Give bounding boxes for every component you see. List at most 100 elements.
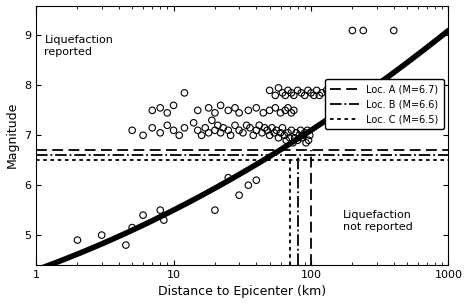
- Point: [253, 178, 260, 183]
- Point: [225, 108, 232, 113]
- Point: [219, 125, 227, 130]
- Point: [318, 91, 326, 95]
- Point: [74, 238, 81, 243]
- Point: [306, 133, 314, 138]
- Point: [148, 108, 156, 113]
- Point: [301, 93, 308, 98]
- Point: [98, 233, 105, 237]
- Point: [349, 91, 356, 95]
- Point: [298, 91, 305, 95]
- Point: [211, 128, 219, 133]
- Point: [305, 138, 312, 143]
- Point: [231, 123, 239, 128]
- Point: [245, 183, 252, 188]
- Point: [373, 88, 380, 93]
- Point: [315, 93, 323, 98]
- Point: [163, 110, 171, 115]
- Point: [424, 83, 431, 88]
- Point: [170, 103, 177, 108]
- Y-axis label: Magnitude: Magnitude: [6, 102, 19, 168]
- Point: [289, 140, 297, 145]
- Point: [181, 91, 188, 95]
- Point: [256, 123, 263, 128]
- Point: [282, 93, 289, 98]
- Point: [275, 135, 282, 140]
- Point: [390, 28, 397, 33]
- Point: [249, 133, 257, 138]
- Point: [271, 105, 279, 110]
- Text: Liquefaction
reported: Liquefaction reported: [44, 36, 113, 57]
- Point: [290, 108, 298, 113]
- Point: [245, 108, 252, 113]
- Point: [253, 128, 260, 133]
- Point: [291, 135, 299, 140]
- Point: [156, 105, 164, 110]
- Point: [217, 103, 224, 108]
- Point: [163, 123, 171, 128]
- Point: [260, 110, 267, 115]
- Point: [266, 133, 273, 138]
- Legend: Loc. A (M=6.7), Loc. B (M=6.6), Loc. C (M=6.5): Loc. A (M=6.7), Loc. B (M=6.6), Loc. C (…: [325, 79, 444, 129]
- Point: [282, 108, 289, 113]
- Point: [298, 135, 306, 140]
- Point: [290, 93, 298, 98]
- Point: [160, 218, 168, 223]
- Point: [268, 125, 276, 130]
- Point: [313, 88, 321, 93]
- Point: [235, 128, 243, 133]
- Point: [139, 133, 147, 138]
- Point: [279, 91, 286, 95]
- Point: [235, 110, 243, 115]
- Point: [205, 105, 212, 110]
- Point: [271, 93, 279, 98]
- Point: [266, 88, 273, 93]
- Point: [128, 128, 136, 133]
- Point: [227, 133, 234, 138]
- Point: [190, 120, 197, 125]
- Point: [295, 133, 303, 138]
- X-axis label: Distance to Epicenter (km): Distance to Epicenter (km): [158, 285, 326, 299]
- Point: [176, 133, 183, 138]
- Point: [214, 123, 221, 128]
- Point: [302, 140, 310, 145]
- Text: Liquefaction
not reported: Liquefaction not reported: [343, 210, 412, 232]
- Point: [181, 125, 188, 130]
- Point: [281, 133, 288, 138]
- Point: [211, 208, 219, 212]
- Point: [323, 88, 330, 93]
- Point: [246, 125, 254, 130]
- Point: [261, 125, 268, 130]
- Point: [284, 105, 292, 110]
- Point: [225, 128, 232, 133]
- Point: [300, 133, 307, 138]
- Point: [271, 130, 278, 135]
- Point: [284, 130, 292, 135]
- Point: [331, 93, 339, 98]
- Point: [286, 135, 293, 140]
- Point: [292, 130, 300, 135]
- Point: [273, 128, 280, 133]
- Point: [359, 28, 367, 33]
- Point: [156, 130, 164, 135]
- Point: [217, 130, 224, 135]
- Point: [122, 243, 130, 247]
- Point: [243, 123, 250, 128]
- Point: [170, 128, 177, 133]
- Point: [194, 108, 202, 113]
- Point: [310, 93, 318, 98]
- Point: [266, 108, 273, 113]
- Point: [304, 88, 312, 93]
- Point: [235, 193, 243, 198]
- Point: [253, 105, 260, 110]
- Point: [139, 213, 147, 218]
- Point: [284, 88, 292, 93]
- Point: [225, 175, 232, 180]
- Point: [277, 110, 284, 115]
- Point: [198, 133, 205, 138]
- Point: [202, 125, 209, 130]
- Point: [258, 130, 266, 135]
- Point: [275, 85, 282, 90]
- Point: [349, 28, 356, 33]
- Point: [211, 110, 219, 115]
- Point: [263, 128, 271, 133]
